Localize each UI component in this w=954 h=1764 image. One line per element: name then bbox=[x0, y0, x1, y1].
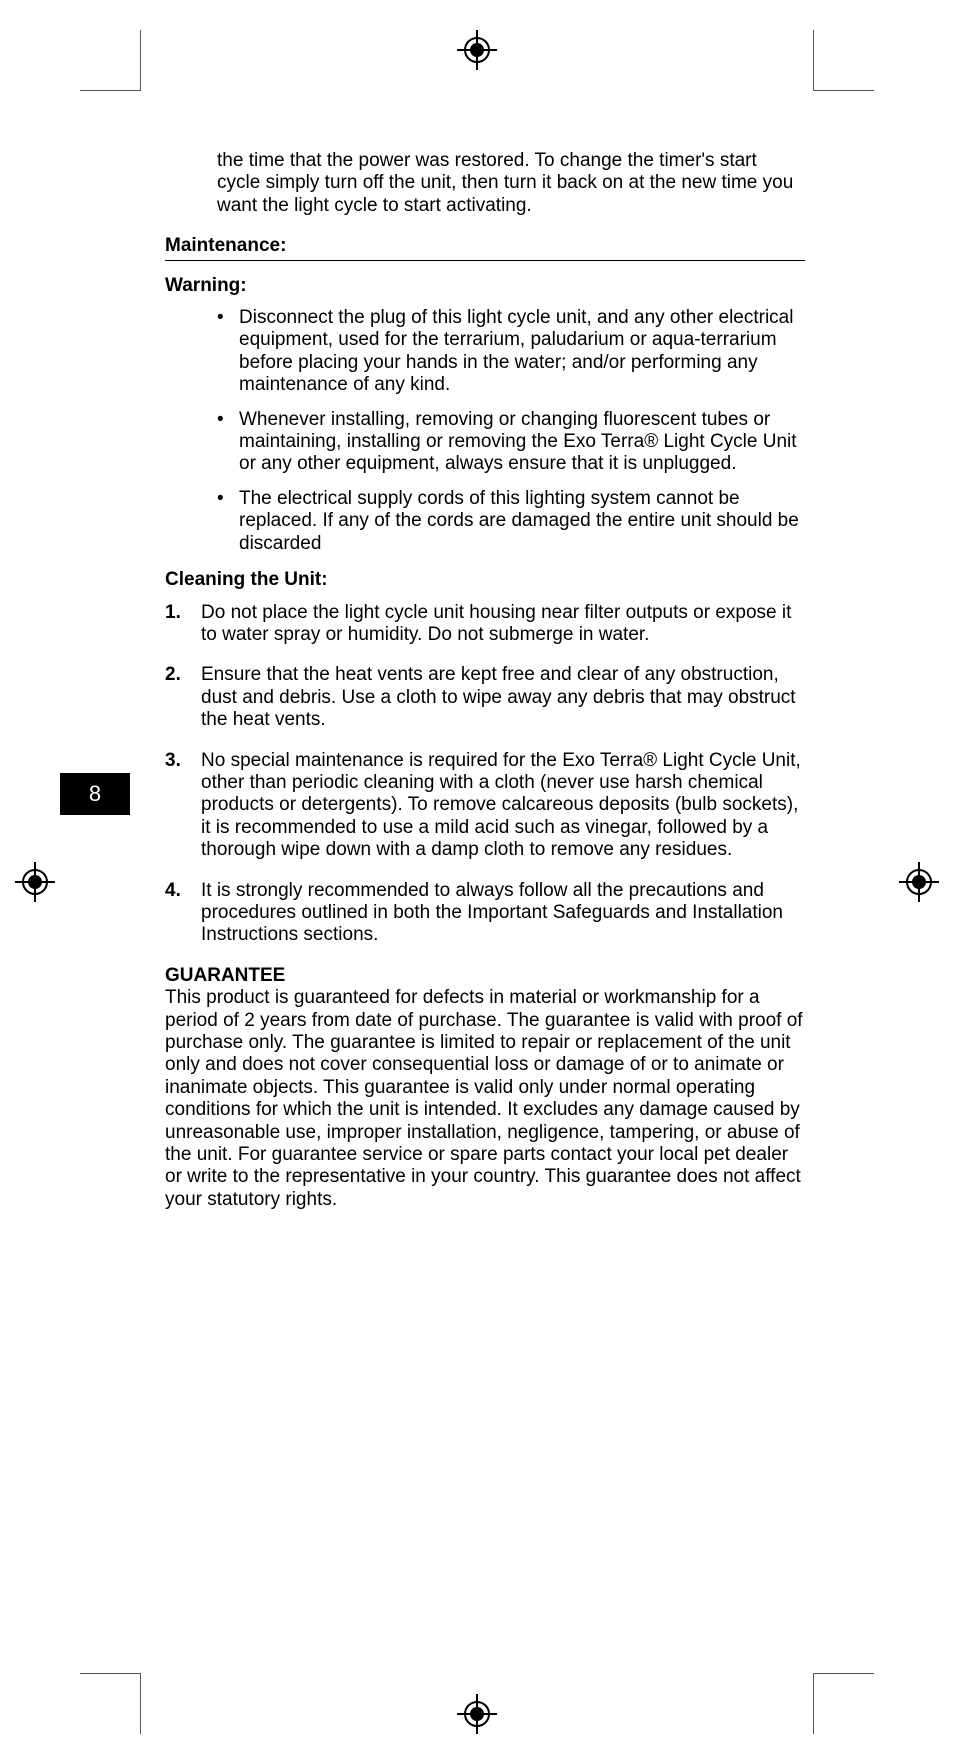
warning-item: The electrical supply cords of this ligh… bbox=[217, 488, 805, 555]
guarantee-body: This product is guaranteed for defects i… bbox=[165, 987, 805, 1211]
item-number: 1. bbox=[165, 602, 181, 624]
cleaning-item: 3. No special maintenance is required fo… bbox=[165, 750, 805, 862]
crop-mark-bottom-left bbox=[80, 1673, 141, 1734]
item-text: Ensure that the heat vents are kept free… bbox=[201, 664, 796, 730]
item-number: 2. bbox=[165, 664, 181, 686]
page-number: 8 bbox=[89, 781, 101, 807]
item-number: 4. bbox=[165, 880, 181, 902]
crop-mark-top-left bbox=[80, 30, 141, 91]
cleaning-item: 2. Ensure that the heat vents are kept f… bbox=[165, 664, 805, 731]
registration-mark-top bbox=[457, 30, 497, 70]
guarantee-header: GUARANTEE bbox=[165, 965, 805, 987]
warning-header: Warning: bbox=[165, 275, 805, 297]
maintenance-header: Maintenance: bbox=[165, 235, 805, 260]
item-text: It is strongly recommended to always fol… bbox=[201, 880, 783, 946]
item-number: 3. bbox=[165, 750, 181, 772]
registration-mark-bottom bbox=[457, 1694, 497, 1734]
registration-mark-left bbox=[15, 862, 55, 902]
registration-mark-right bbox=[899, 862, 939, 902]
page-number-tab: 8 bbox=[60, 773, 130, 815]
warning-item: Disconnect the plug of this light cycle … bbox=[217, 307, 805, 397]
item-text: No special maintenance is required for t… bbox=[201, 750, 801, 861]
intro-paragraph: the time that the power was restored. To… bbox=[217, 150, 805, 217]
cleaning-item: 4. It is strongly recommended to always … bbox=[165, 880, 805, 947]
warning-list: Disconnect the plug of this light cycle … bbox=[217, 307, 805, 555]
crop-mark-bottom-right bbox=[813, 1673, 874, 1734]
crop-mark-top-right bbox=[813, 30, 874, 91]
cleaning-item: 1. Do not place the light cycle unit hou… bbox=[165, 602, 805, 647]
page-content: the time that the power was restored. To… bbox=[165, 150, 805, 1211]
item-text: Do not place the light cycle unit housin… bbox=[201, 602, 791, 645]
cleaning-list: 1. Do not place the light cycle unit hou… bbox=[165, 602, 805, 947]
warning-item: Whenever installing, removing or changin… bbox=[217, 409, 805, 476]
cleaning-header: Cleaning the Unit: bbox=[165, 569, 805, 591]
